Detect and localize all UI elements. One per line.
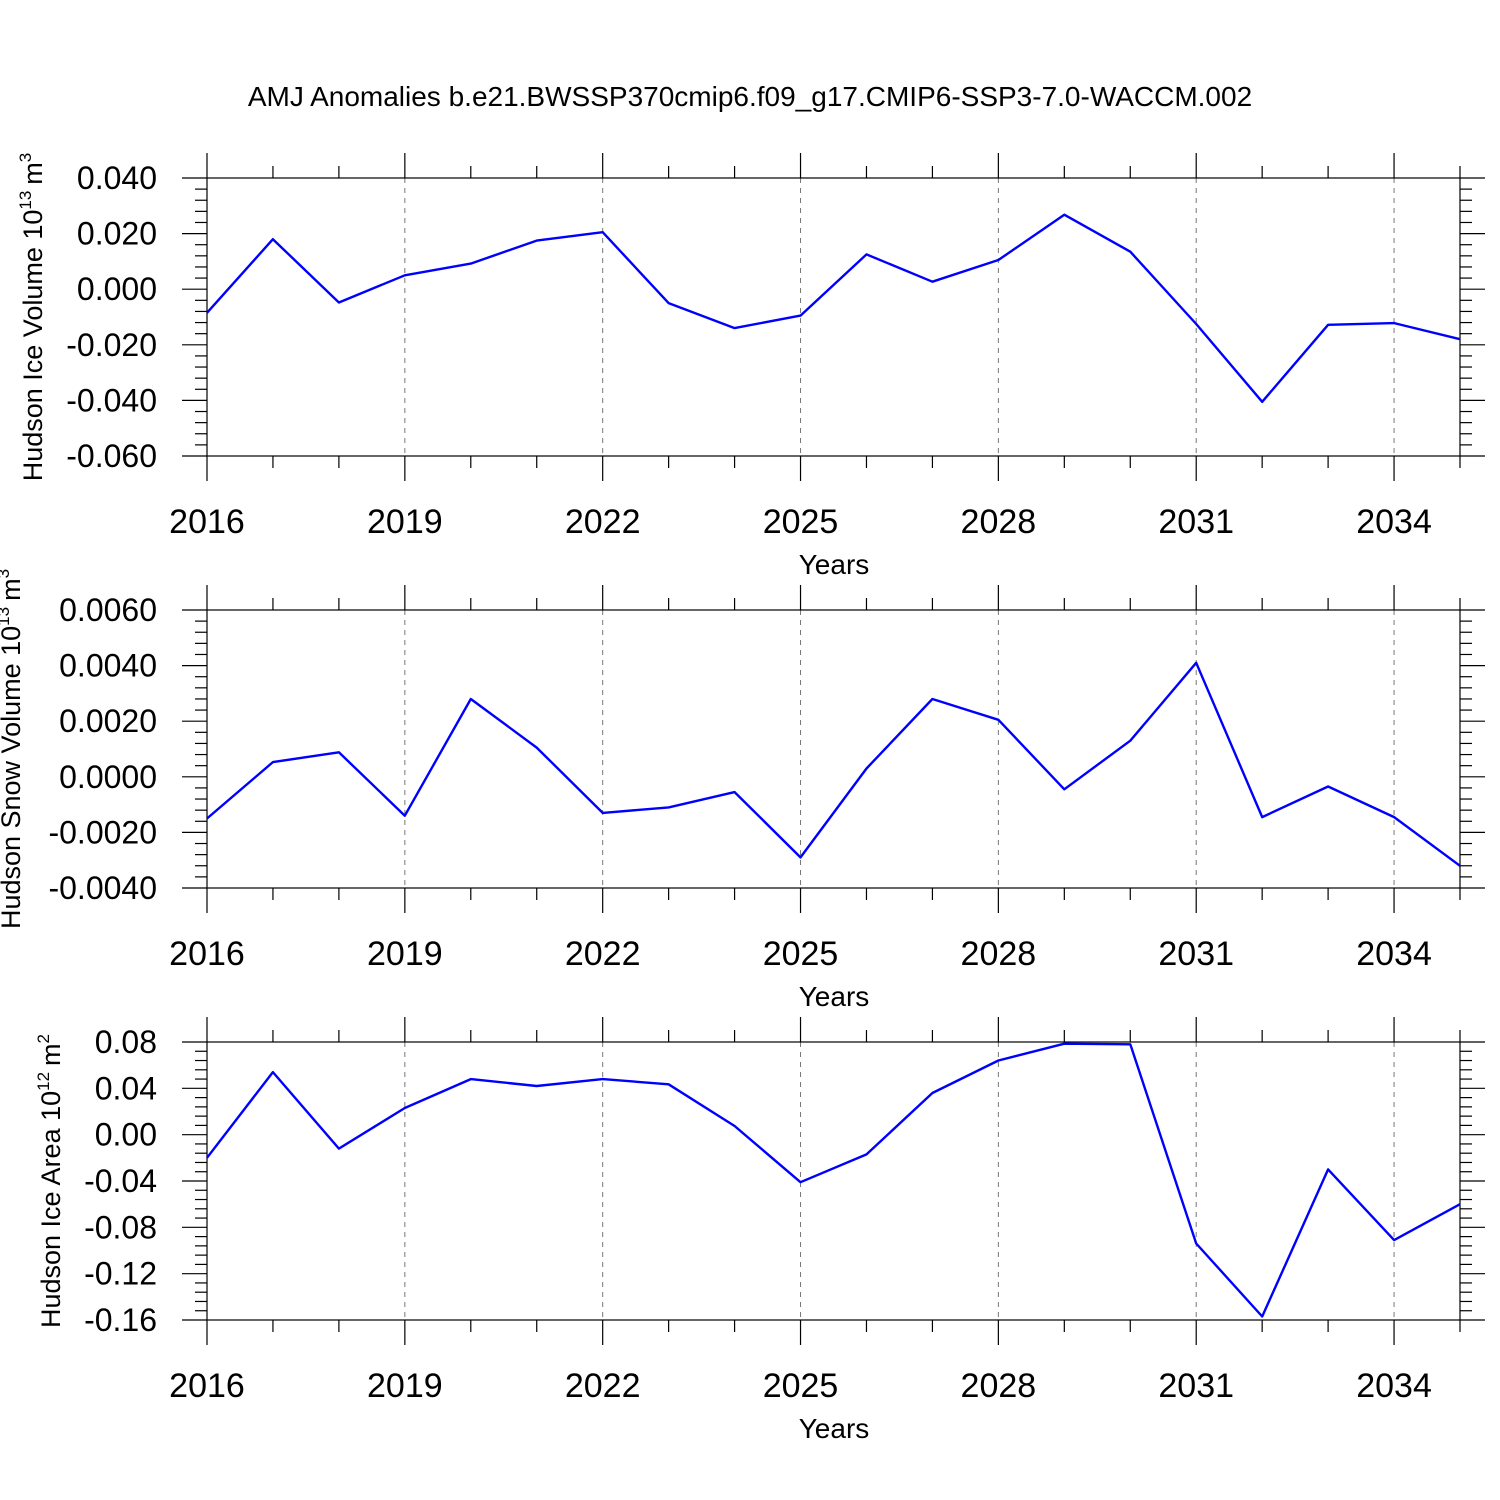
y-tick-label: -0.04 [84, 1163, 157, 1199]
y-axis-label-text: Hudson Ice Area 10 [36, 1091, 66, 1328]
y-axis-label: Hudson Ice Volume 1013 m3 [16, 153, 48, 482]
x-tick-label: 2034 [1356, 935, 1432, 973]
y-axis-label-text: Hudson Ice Volume 10 [18, 210, 48, 482]
y-tick-label: 0.020 [77, 216, 157, 252]
x-tick-label: 2025 [763, 503, 839, 541]
y-axis-label-exponent: 13 [0, 607, 13, 626]
y-tick-label: -0.020 [66, 327, 157, 363]
y-axis-label-text: Hudson Snow Volume 10 [0, 626, 26, 929]
series-line [206, 661, 1461, 867]
y-tick-label: -0.08 [84, 1209, 157, 1245]
x-tick-label: 2025 [763, 935, 839, 973]
x-tick-label: 2019 [367, 935, 443, 973]
y-axis-label-exponent: 13 [16, 191, 35, 210]
x-tick-label: 2022 [565, 1367, 641, 1405]
y-tick-label: -0.12 [84, 1256, 157, 1292]
y-tick-label: -0.16 [84, 1302, 157, 1338]
plot-frame [206, 177, 1461, 457]
y-tick-label: 0.00 [95, 1117, 157, 1153]
y-tick-label: 0.040 [77, 160, 157, 196]
y-axis-label-unit-exponent: 2 [34, 1034, 53, 1043]
y-axis-label-unit: m [0, 578, 26, 601]
chart-panel-2: 0.0060 0.0040 0.0020 0.0000 -0.0020 -0.0040 20… [0, 569, 1485, 1012]
y-tick-label: 0.0040 [59, 648, 157, 684]
plot-frame [206, 1041, 1461, 1321]
x-axis-label: Years [799, 1413, 870, 1444]
y-tick-label: 0.0000 [59, 759, 157, 795]
x-tick-label: 2016 [169, 1367, 245, 1405]
x-axis-label: Years [799, 981, 870, 1012]
series-line [206, 213, 1461, 403]
y-axis-label: Hudson Snow Volume 1013 m3 [0, 569, 26, 929]
y-axis-label-unit: m [36, 1043, 66, 1066]
plot-frame [206, 609, 1461, 889]
x-tick-label: 2016 [169, 935, 245, 973]
chart-panel-1: 0.040 0.020 0.000 -0.020 -0.040 -0.060 2016 201… [16, 153, 1485, 580]
y-axis-label: Hudson Ice Area 1012 m2 [34, 1034, 66, 1328]
y-tick-label: 0.08 [95, 1024, 157, 1060]
x-tick-label: 2019 [367, 1367, 443, 1405]
y-tick-label: -0.0020 [48, 814, 157, 850]
y-tick-label: 0.0020 [59, 703, 157, 739]
y-tick-label: -0.060 [66, 438, 157, 474]
y-axis-label-exponent: 12 [34, 1072, 53, 1091]
y-tick-label: -0.040 [66, 382, 157, 418]
y-axis-label-unit-exponent: 3 [16, 153, 35, 162]
x-tick-label: 2034 [1356, 1367, 1432, 1405]
y-tick-label: 0.0060 [59, 592, 157, 628]
x-tick-label: 2025 [763, 1367, 839, 1405]
x-tick-label: 2028 [961, 503, 1037, 541]
x-tick-label: 2031 [1158, 1367, 1234, 1405]
x-tick-label: 2034 [1356, 503, 1432, 541]
y-tick-label: 0.000 [77, 271, 157, 307]
x-axis-label: Years [799, 549, 870, 580]
x-tick-label: 2031 [1158, 503, 1234, 541]
x-tick-label: 2028 [961, 1367, 1037, 1405]
y-axis-label-unit-exponent: 3 [0, 569, 13, 578]
x-tick-label: 2031 [1158, 935, 1234, 973]
y-axis-label-unit: m [18, 162, 48, 185]
chart-panel-3: 0.08 0.04 0.00 -0.04 -0.08 -0.12 -0.16 2016 2019… [34, 1017, 1485, 1444]
x-tick-label: 2022 [565, 503, 641, 541]
series-line [206, 1042, 1461, 1318]
x-tick-label: 2022 [565, 935, 641, 973]
x-tick-label: 2019 [367, 503, 443, 541]
x-tick-label: 2028 [961, 935, 1037, 973]
chart-title: AMJ Anomalies b.e21.BWSSP370cmip6.f09_g1… [248, 81, 1252, 112]
y-tick-label: 0.04 [95, 1070, 157, 1106]
x-tick-label: 2016 [169, 503, 245, 541]
y-tick-label: -0.0040 [48, 870, 157, 906]
